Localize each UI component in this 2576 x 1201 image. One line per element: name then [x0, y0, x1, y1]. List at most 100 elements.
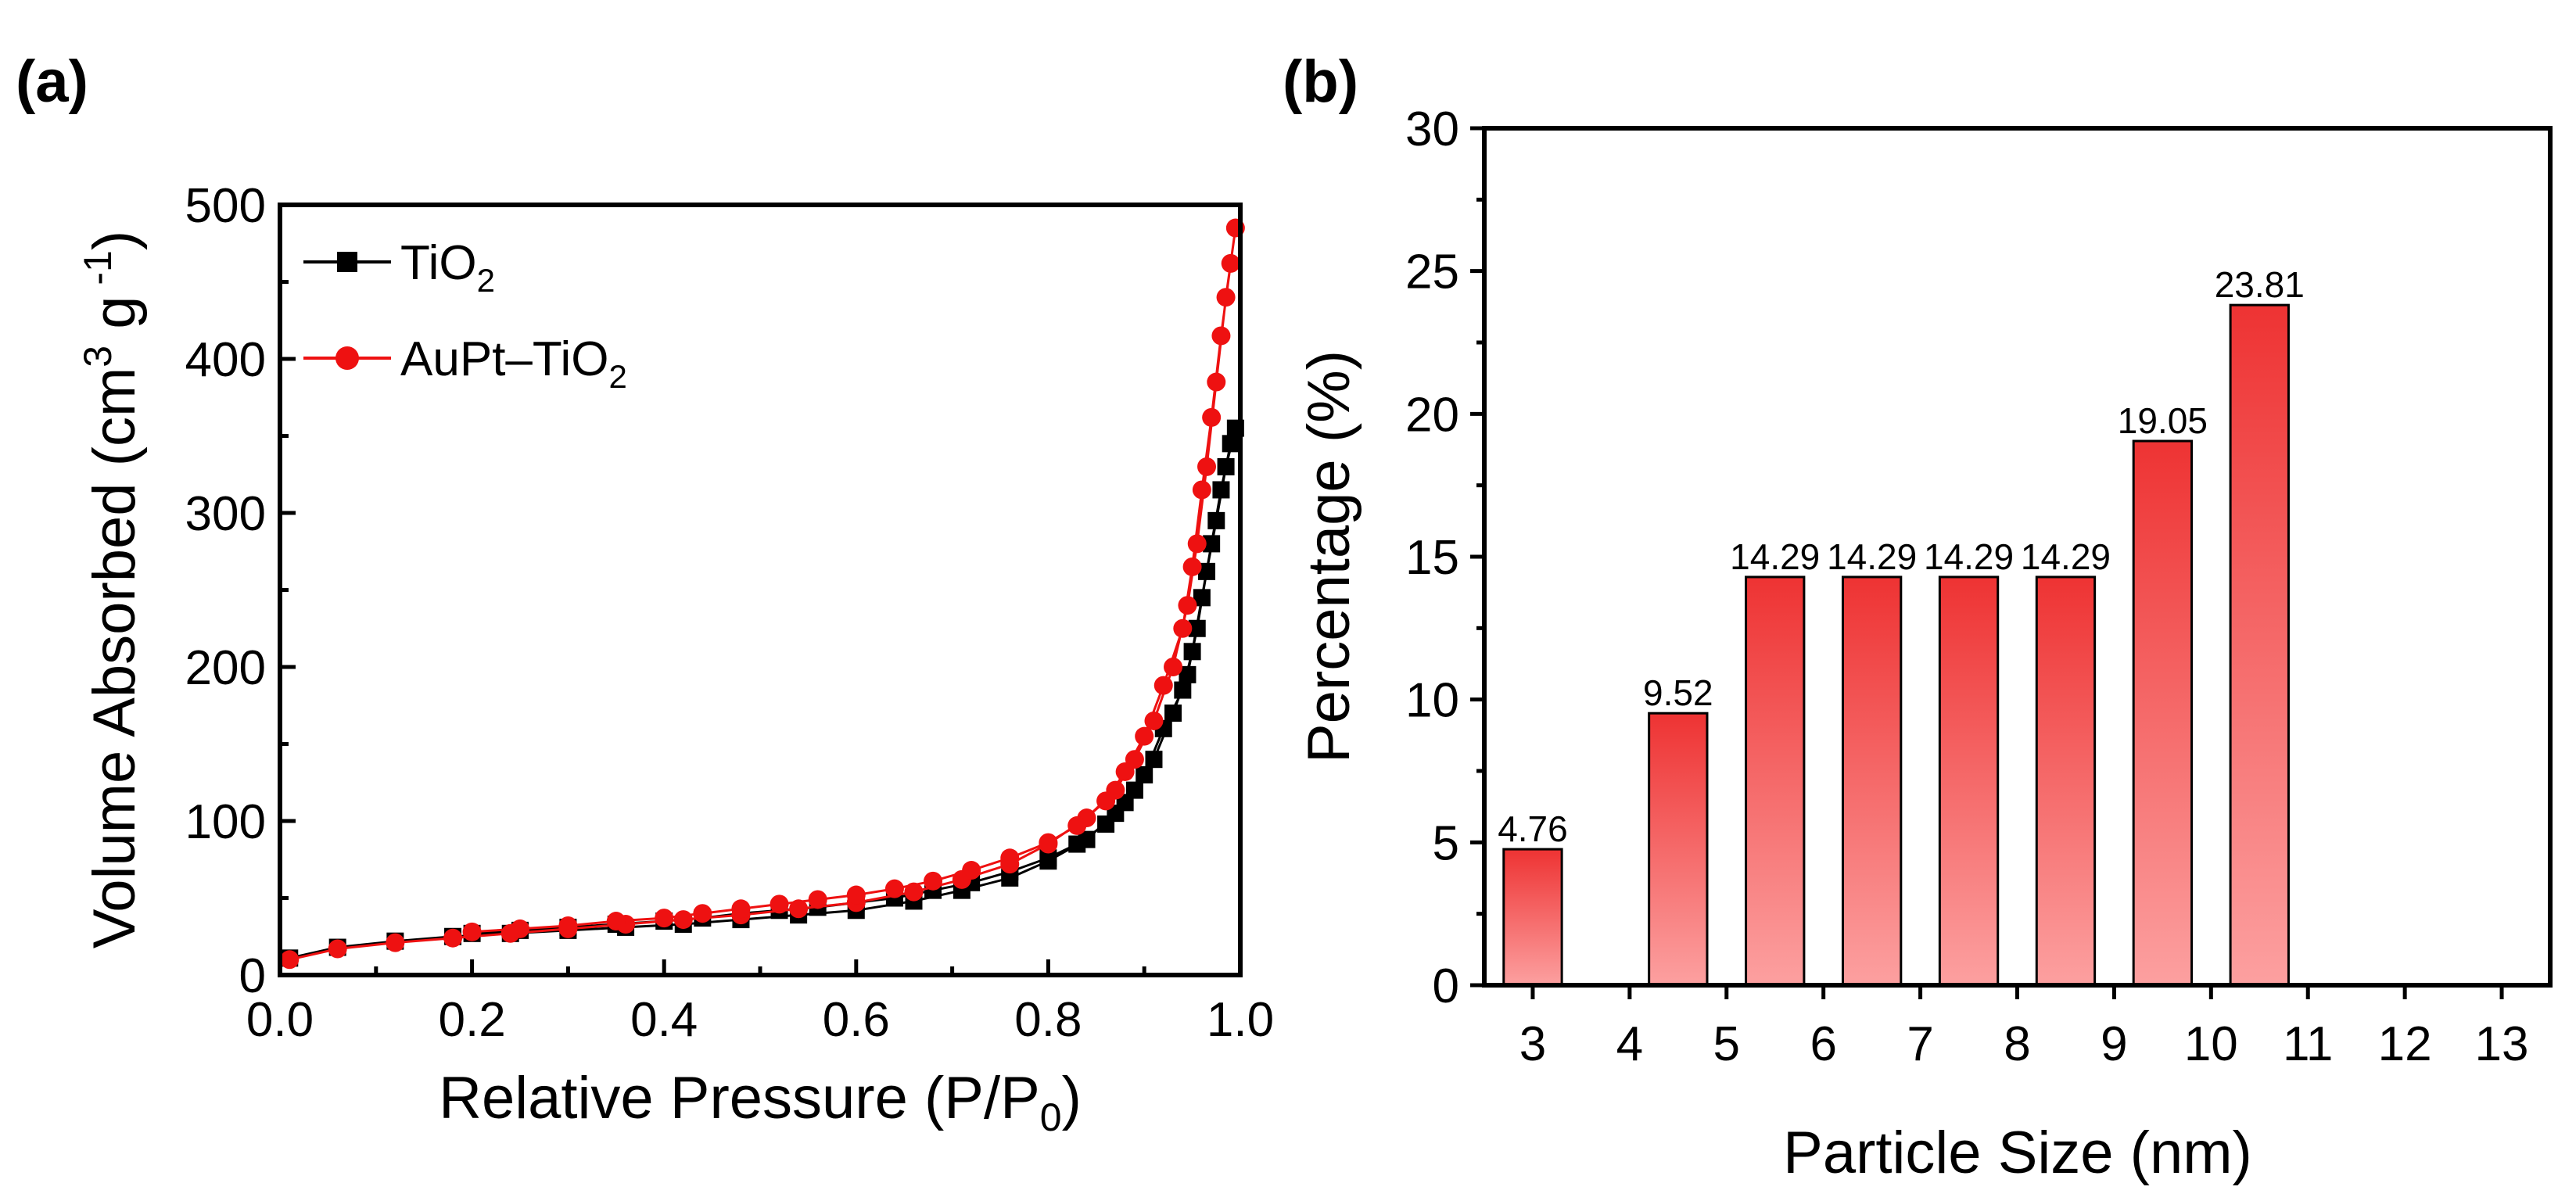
data-point-tio2 [1068, 835, 1086, 853]
data-point-aupt-tio2 [1178, 596, 1197, 615]
data-point-aupt-tio2 [846, 885, 866, 905]
data-point-aupt-tio2 [1192, 480, 1211, 500]
data-point-tio2 [1039, 849, 1057, 867]
data-point-tio2 [1097, 815, 1115, 833]
data-point-aupt-tio2 [1221, 253, 1240, 273]
histogram-bar [1648, 712, 1709, 987]
panel-a-legend: TiO2 AuPt–TiO2 [303, 236, 627, 395]
panel-b-x-tick-label: 11 [2283, 1017, 2333, 1071]
legend-tio2-label: TiO2 [400, 236, 495, 299]
data-point-aupt-tio2 [1197, 457, 1217, 476]
data-point-aupt-tio2 [511, 919, 529, 938]
data-point-aupt-tio2 [606, 912, 626, 931]
panel-b-x-tick-label: 5 [1713, 1017, 1740, 1071]
data-point-tio2 [1116, 794, 1134, 812]
legend-item-tio2: TiO2 [303, 236, 495, 299]
panel-a-ticks: 0.0 0.2 0.4 0.6 0.8 1.0 0 100 200 300 400 500 [185, 179, 1275, 1047]
data-point-tio2 [1174, 681, 1192, 699]
data-point-aupt-tio2 [1202, 407, 1222, 427]
panel-a-x-tick-label: 0.0 [246, 993, 314, 1047]
panel-b-y-axis-title: Percentage (%) [1296, 350, 1362, 763]
data-point-aupt-tio2 [1164, 658, 1183, 676]
panel-a-y-tick-label: 100 [185, 795, 266, 849]
legend-aupt-marker [335, 346, 359, 370]
panel-a-y-axis-title: Volume Absorbed (cm3 g -1) [76, 231, 148, 948]
data-point-aupt-tio2 [904, 882, 924, 902]
histogram-bar-value-label: 23.81 [2215, 264, 2305, 305]
panel-b-y-tick-label: 20 [1405, 388, 1459, 442]
panel-b-histogram-chart: (b) 3 4 5 6 7 8 9 10 11 12 13 0 5 10 15 20 25 30 4.76 9.52… [1283, 48, 2553, 1186]
data-point-tio2 [1222, 435, 1240, 453]
histogram-bar [1745, 575, 1806, 987]
histogram-bar [1502, 848, 1563, 987]
data-point-aupt-tio2 [884, 879, 904, 898]
panel-b-plot-frame [1482, 126, 2553, 988]
histogram-bar-value-label: 19.05 [2118, 400, 2208, 441]
panel-b-y-tick-label: 15 [1405, 531, 1459, 585]
data-point-aupt-tio2 [1153, 676, 1173, 695]
panel-a-series [280, 218, 1245, 970]
data-point-aupt-tio2 [1000, 848, 1020, 868]
data-point-aupt-tio2 [770, 894, 789, 914]
data-point-tio2 [1183, 643, 1201, 661]
data-point-aupt-tio2 [1216, 288, 1236, 307]
panel-b-x-tick-label: 4 [1616, 1017, 1643, 1071]
data-point-tio2 [1198, 562, 1216, 580]
data-point-aupt-tio2 [1067, 816, 1087, 835]
panel-b-y-tick-label: 10 [1405, 674, 1459, 728]
data-point-aupt-tio2 [655, 909, 674, 928]
data-point-aupt-tio2 [1039, 833, 1058, 852]
data-point-aupt-tio2 [462, 922, 482, 941]
panel-a-y-tick-label: 0 [239, 949, 266, 1003]
panel-b-y-tick-label: 25 [1405, 246, 1459, 299]
series-tio2 [281, 419, 1244, 967]
data-point-aupt-tio2 [386, 933, 405, 952]
panel-a-x-tick-label: 1.0 [1207, 993, 1274, 1047]
histogram-bar-value-label: 14.29 [1730, 536, 1820, 577]
series-tio2-line [289, 428, 1237, 959]
data-point-aupt-tio2 [1211, 326, 1231, 346]
series-aupt-tio2 [280, 218, 1245, 970]
histogram-bar-value-label: 14.29 [2021, 536, 2111, 577]
panel-b-y-tick-label: 5 [1433, 816, 1459, 870]
panel-b-x-axis-title: Particle Size (nm) [1783, 1120, 2252, 1186]
data-point-aupt-tio2 [673, 910, 693, 930]
panel-b-x-tick-label: 3 [1519, 1017, 1546, 1071]
histogram-bar [2132, 439, 2194, 987]
legend-tio2-marker [337, 252, 357, 272]
data-point-aupt-tio2 [328, 939, 347, 959]
data-point-tio2 [1188, 619, 1206, 637]
panel-b-x-tick-label: 7 [1907, 1017, 1933, 1071]
data-point-aupt-tio2 [558, 916, 578, 935]
histogram-bar [2229, 303, 2290, 987]
panel-a-label: (a) [16, 48, 88, 115]
legend-item-aupt-tio2: AuPt–TiO2 [303, 332, 627, 395]
panel-b-label: (b) [1283, 48, 1358, 115]
histogram-bar [1841, 575, 1903, 987]
data-point-aupt-tio2 [924, 871, 943, 891]
panel-a-y-tick-label: 500 [185, 179, 266, 233]
panel-a-plot-frame [278, 203, 1243, 977]
data-point-tio2 [1217, 457, 1235, 475]
panel-b-y-tick-label: 30 [1405, 102, 1459, 156]
panel-b-x-tick-label: 6 [1810, 1017, 1836, 1071]
panel-a-isotherm-chart: (a) 0.0 0.2 0.4 0.6 0.8 1.0 0 100 200 300 400 500 T… [16, 48, 1274, 1139]
data-point-aupt-tio2 [808, 890, 827, 909]
data-point-tio2 [1193, 589, 1211, 607]
panel-a-x-axis-title: Relative Pressure (P/P0) [439, 1065, 1082, 1139]
histogram-bar [1938, 575, 2000, 987]
data-point-tio2 [1145, 751, 1163, 769]
legend-aupt-label: AuPt–TiO2 [400, 332, 627, 395]
panel-a-y-tick-label: 200 [185, 641, 266, 695]
histogram-bar-value-label: 4.76 [1498, 808, 1568, 849]
data-point-aupt-tio2 [1187, 534, 1207, 554]
data-point-aupt-tio2 [1173, 618, 1193, 638]
data-point-aupt-tio2 [1144, 711, 1164, 730]
panel-b-x-tick-label: 10 [2184, 1017, 2238, 1071]
data-point-tio2 [1212, 481, 1230, 499]
data-point-aupt-tio2 [731, 899, 751, 919]
histogram-bar-value-label: 14.29 [1924, 536, 2014, 577]
data-point-aupt-tio2 [789, 899, 809, 919]
data-point-tio2 [1207, 511, 1225, 529]
